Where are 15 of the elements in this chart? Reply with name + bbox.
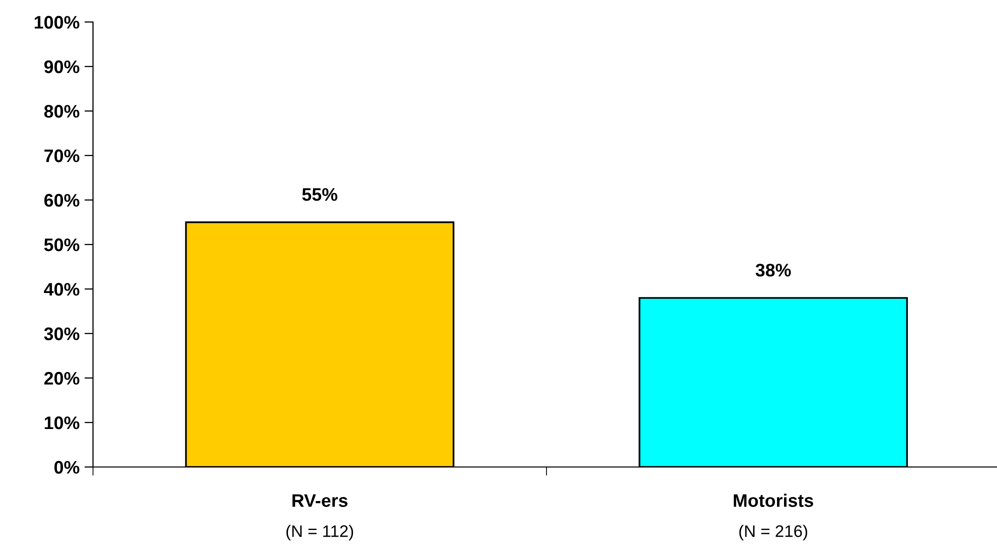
y-tick-label: 10% [44, 416, 80, 430]
data-label: 55% [302, 188, 338, 201]
y-tick-label: 50% [44, 238, 80, 252]
x-tick-label: Motorists (N = 216) [734, 494, 814, 540]
y-tick-label: 0% [54, 460, 80, 474]
y-tick-label: 100% [34, 16, 80, 29]
data-label: 38% [756, 264, 791, 277]
y-tick-label: 70% [44, 149, 80, 162]
y-tick-label: 80% [44, 104, 80, 118]
y-tick-label: 40% [44, 282, 80, 296]
y-tick-label: 30% [44, 327, 80, 340]
y-tick-label: 90% [44, 60, 80, 74]
y-tick-label: 60% [44, 194, 80, 207]
y-tick-label: 20% [44, 372, 80, 385]
x-tick-label: RV-ers (N = 112) [286, 494, 354, 540]
